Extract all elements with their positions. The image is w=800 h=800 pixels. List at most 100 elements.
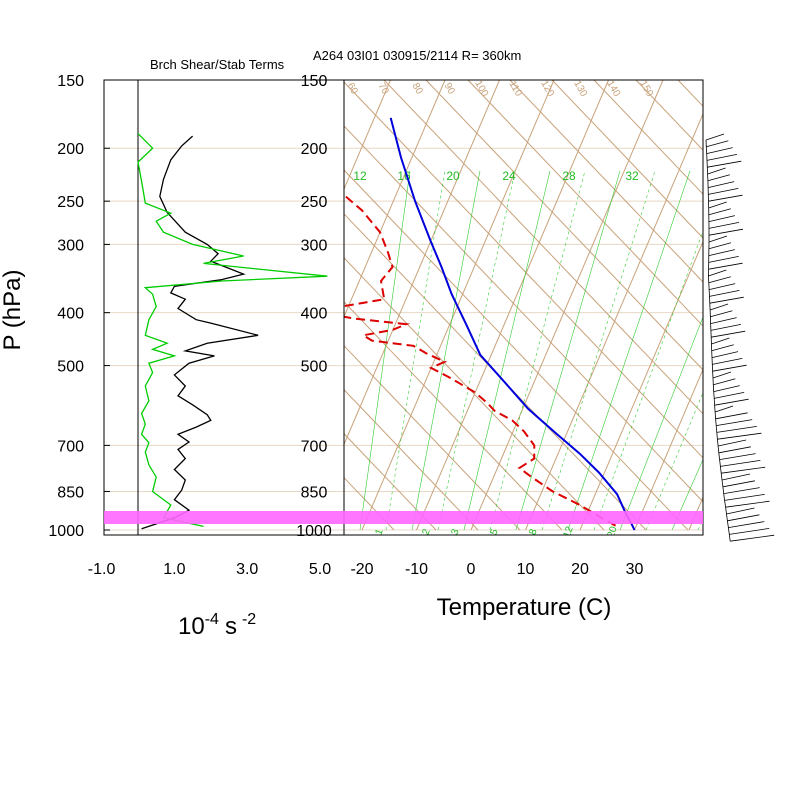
dry-adiabats [344,80,703,531]
wind-barb [730,534,775,542]
isotherm-0 [470,80,664,531]
right-y-tick-200: 200 [301,141,328,158]
xlabel-base: 10 [178,613,205,640]
wind-barb [708,269,727,277]
wind-barb [713,385,740,392]
adiabat-7 [593,80,703,195]
sounding-temperature [389,117,636,531]
wind-barb [706,140,729,148]
adiabat--6 [344,389,479,531]
wind-barb [708,235,728,243]
theta-label-80: 80 [410,81,425,97]
main-title: A264 03I01 030915/2114 R= 360km [313,48,521,63]
wind-barb [718,446,751,454]
mixing-label-bottom-2: 2 [421,527,433,536]
wind-barb [708,181,735,188]
wind-barb [713,378,736,386]
isotherm--50 [344,80,391,191]
right-y-tick-700: 700 [301,438,328,455]
left-series-lines [137,133,328,530]
isotherm--20 [361,80,555,531]
mixing-label-top-24: 24 [502,169,516,183]
wind-barb [714,398,749,406]
right-y-tick-300: 300 [301,237,328,254]
wind-barb [708,276,731,284]
wind-barb [707,160,742,168]
right-panel-frame [343,79,704,536]
wind-barb [716,419,753,426]
mixing-line-1 [385,170,446,531]
mixing-line-3 [437,170,516,531]
wind-barb [708,262,743,270]
mixing-label-top-20: 20 [446,169,460,183]
sounding-dewpoint [344,193,616,531]
left-y-tick-850: 850 [57,484,84,501]
right-y-tick-500: 500 [301,359,328,376]
wind-barb [708,208,731,216]
right-x-tick-labels: -20 -10 0 10 20 30 [350,561,643,578]
wind-barb [710,317,737,324]
right-x-tick-0: 0 [467,561,476,578]
wind-barb [710,310,733,318]
mixing-line-2 [411,170,481,531]
mixing-label-top-12: 12 [353,169,367,183]
wind-barb [721,466,766,474]
mixing-line-12 [671,458,703,531]
adiabat-4 [467,80,703,327]
wind-barb [709,283,736,290]
adiabat-0 [344,125,703,503]
left-y-tick-300: 300 [57,237,84,254]
wind-barb [708,222,740,229]
isotherm--30 [344,80,500,446]
right-y-tick-850: 850 [301,484,328,501]
wind-barb [708,194,743,202]
left-y-tick-150: 150 [57,73,84,90]
sounding-lines [344,117,636,531]
left-y-tick-500: 500 [57,359,84,376]
left-panel-title: Brch Shear/Stab Terms [150,57,285,72]
left-y-tick-250: 250 [57,194,84,211]
wind-barb [708,215,736,222]
wind-barb [724,494,765,501]
mixing-line-10 [619,316,703,531]
left-x-tick-1.0: 1.0 [163,561,185,578]
wind-barb [712,364,747,372]
wind-barb [716,426,757,433]
y-axis-label: P (hPa) [0,270,26,351]
right-pressure-gridlines [344,80,703,531]
adiabat--3 [344,257,605,531]
left-x-tick-5.0: 5.0 [309,561,331,578]
xlabel-unit-exp: -2 [242,611,256,628]
left-pressure-gridlines [104,79,344,531]
wind-barb [711,344,734,352]
wind-barb [712,371,732,379]
mixing-line-6 [515,170,621,531]
wind-barb [709,290,740,297]
mixing-label-bottom-1: 1 [374,527,386,536]
mixing-label-bottom-20: 20 [606,525,620,540]
wind-barb [708,242,732,250]
xlabel-exp: -4 [205,611,219,628]
wind-barb [707,167,726,175]
theta-label-70: 70 [376,81,391,97]
left-x-axis-label: 10-4 s -2 [178,611,256,640]
wind-barb [714,405,734,413]
wind-barb [722,480,755,488]
right-y-tick-400: 400 [301,306,328,323]
wind-barb [708,201,727,209]
wind-barb [721,473,751,481]
wind-barb [711,337,730,345]
wind-barb [714,392,745,399]
mixing-ratio-lines [359,170,703,531]
left-y-tick-700: 700 [57,438,84,455]
left-x-tick-labels: -1.0 1.0 3.0 5.0 [88,561,331,578]
adiabat--1 [344,169,689,531]
wind-barb [708,188,739,195]
wind-barb [715,412,748,420]
right-x-tick-30: 30 [626,561,644,578]
left-y-tick-labels: 150 200 250 300 400 500 700 850 1000 [48,73,84,540]
adiabat-2 [383,80,703,415]
mixing-label-bottom-8: 8 [528,527,540,536]
right-x-tick-10: 10 [517,561,535,578]
